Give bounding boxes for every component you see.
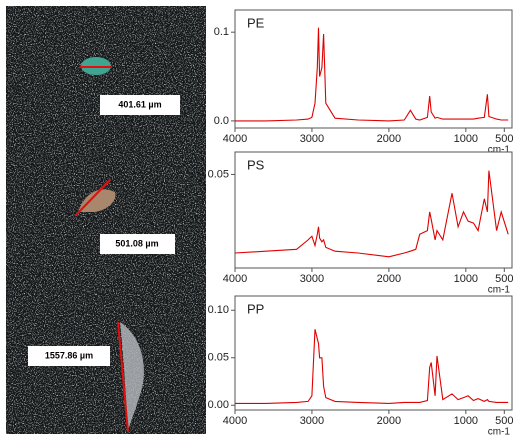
x-tick-label: 1000 [454, 273, 478, 285]
y-tick-label: 0.00 [208, 399, 229, 411]
chart-title: PP [247, 301, 264, 316]
spectrum-line [235, 329, 509, 404]
plot-frame [234, 151, 513, 269]
chart-title: PS [247, 157, 265, 172]
x-tick-label: 2000 [377, 273, 401, 285]
y-tick-label: 0.05 [208, 352, 229, 364]
x-tick-label: 3000 [300, 415, 324, 427]
micrograph: 401.61 µm 501.08 µm 1557.86 µm [6, 6, 206, 434]
size-label: 1557.86 µm [45, 350, 93, 360]
size-label: 401.61 µm [118, 99, 161, 109]
y-tick-label: 0.05 [208, 168, 229, 180]
plot-frame [234, 295, 513, 411]
x-tick-label: 3000 [300, 133, 324, 145]
plot-frame [234, 9, 513, 129]
x-tick-label: 4000 [223, 415, 247, 427]
x-tick-label: 500 [495, 273, 513, 285]
x-axis-label: cm-1 [488, 145, 511, 156]
x-tick-label: 2000 [377, 415, 401, 427]
x-tick-label: 3000 [300, 273, 324, 285]
x-tick-label: 4000 [223, 273, 247, 285]
y-tick-label: 0.1 [214, 26, 229, 38]
chart-title: PE [247, 15, 265, 30]
x-tick-label: 1000 [454, 415, 478, 427]
x-tick-label: 1000 [454, 133, 478, 145]
x-tick-label: 2000 [377, 133, 401, 145]
x-axis-label: cm-1 [488, 285, 511, 296]
y-tick-label: 0.0 [214, 115, 229, 127]
x-axis-label: cm-1 [488, 427, 511, 435]
x-tick-label: 500 [495, 133, 513, 145]
size-label: 501.08 µm [115, 238, 158, 248]
x-tick-label: 500 [495, 415, 513, 427]
y-tick-label: 0.10 [208, 304, 229, 316]
spectrum-line [235, 27, 509, 122]
spectrum-line [234, 170, 509, 258]
x-tick-label: 4000 [223, 133, 247, 145]
